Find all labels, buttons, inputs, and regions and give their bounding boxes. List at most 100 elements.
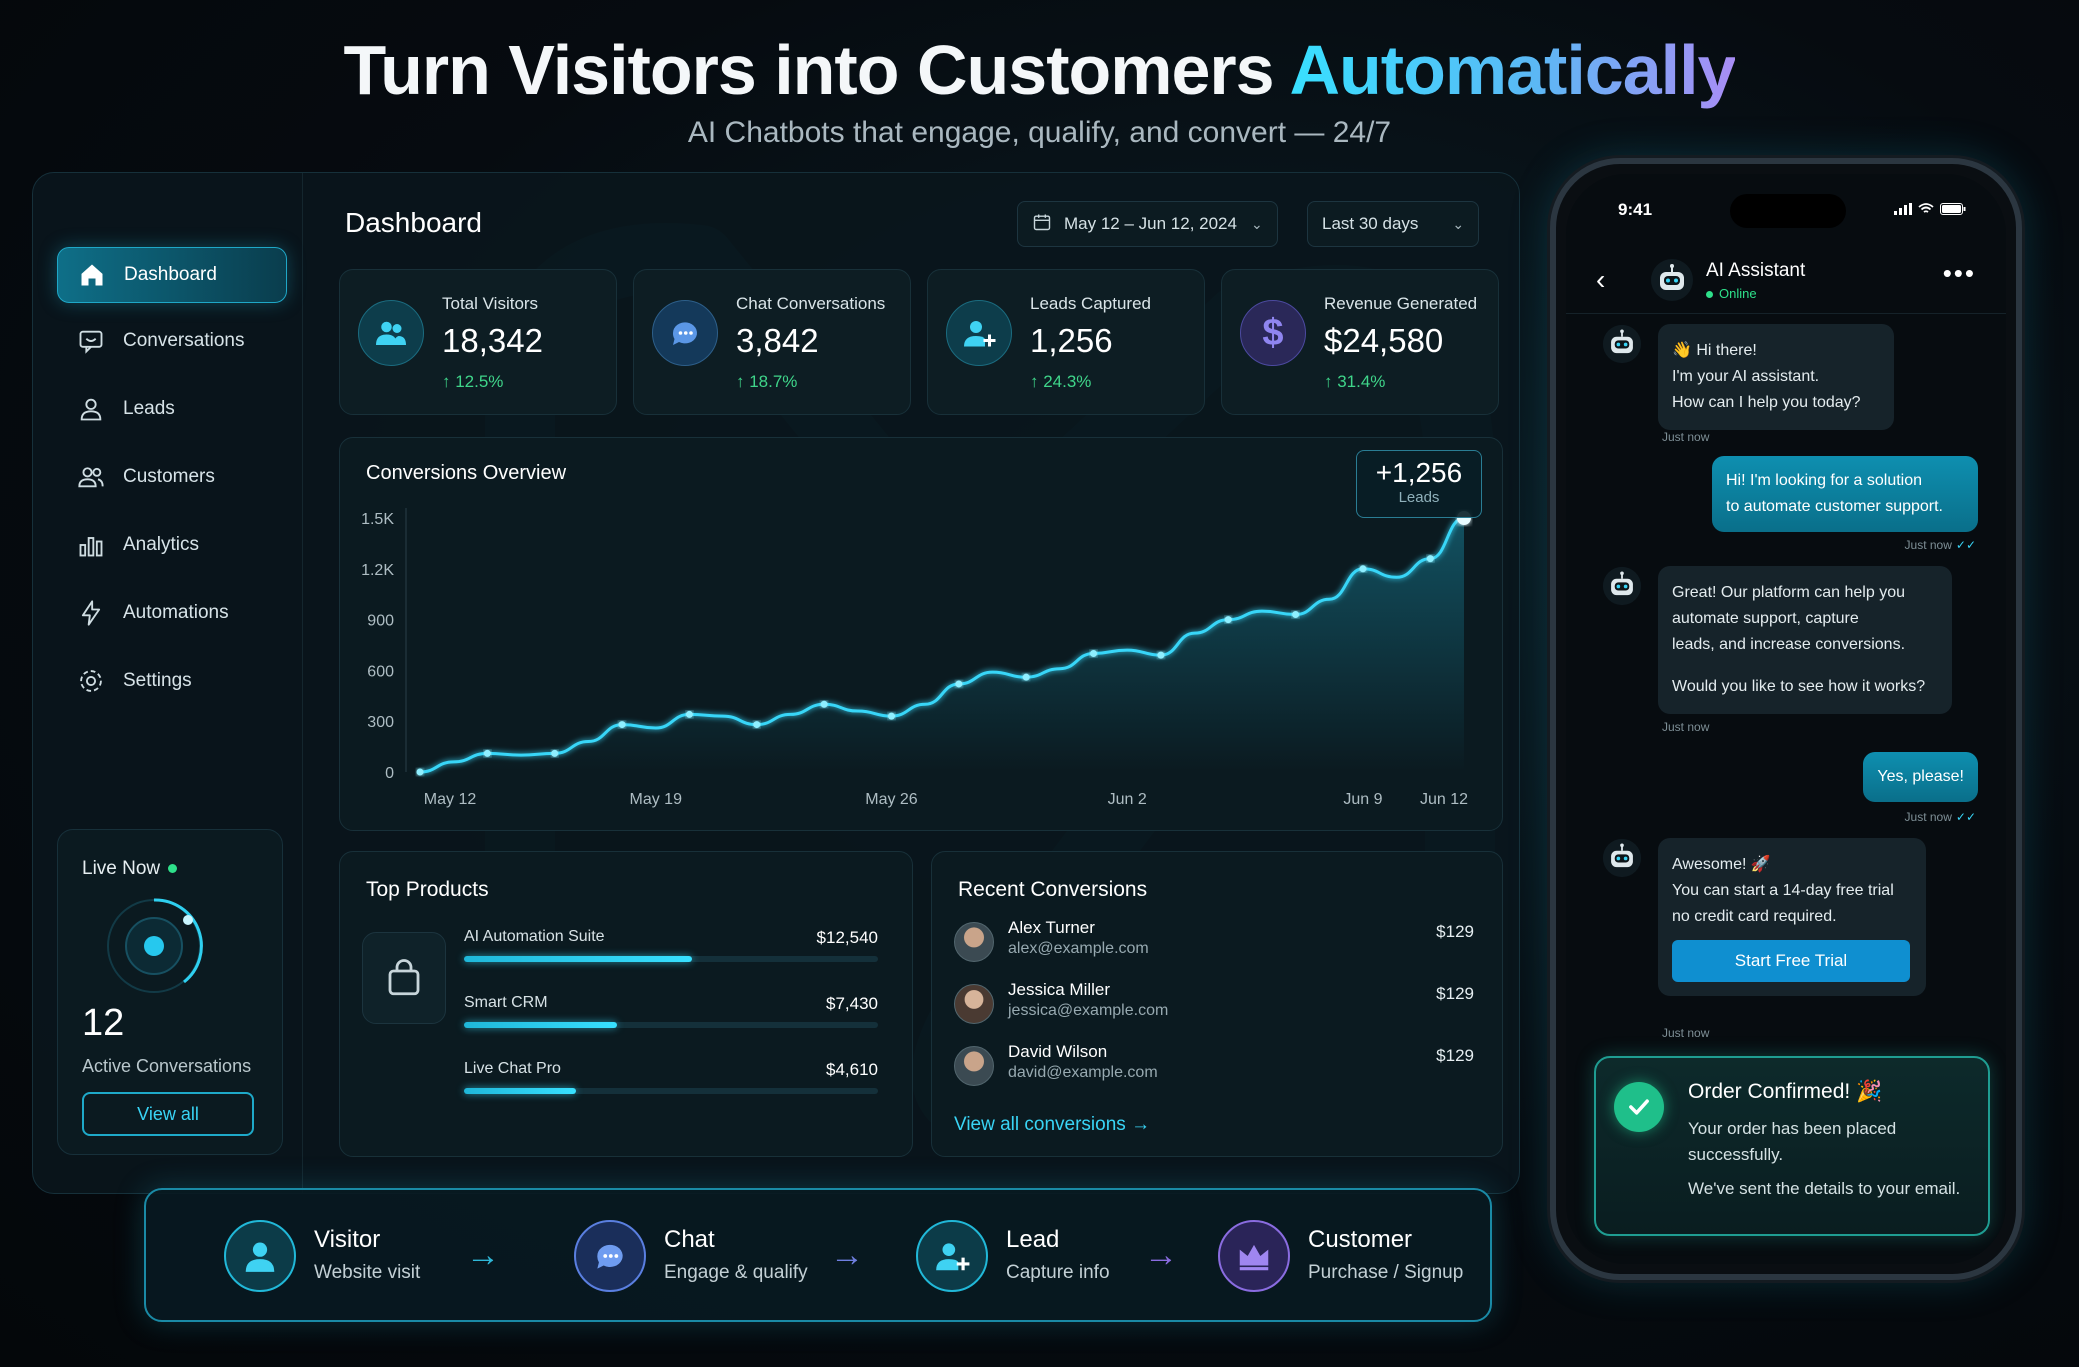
phone-mockup: 9:41 ‹ AI Assistant Online ••• 👋 Hi ther… — [1550, 158, 2022, 1280]
product-bar-fill — [464, 1088, 576, 1094]
funnel-step-subtitle: Purchase / Signup — [1308, 1262, 1464, 1283]
stat-card-conversations: Chat Conversations 3,842 ↑ 18.7% — [633, 269, 911, 415]
message-line: Hi! I'm looking for a solution — [1726, 472, 1923, 489]
message-line: How can I help you today? — [1672, 394, 1861, 411]
data-point — [416, 768, 424, 776]
order-line: We've sent the details to your email. — [1688, 1179, 1961, 1198]
calendar-icon — [1032, 212, 1052, 237]
conversion-amount: $129 — [1436, 922, 1474, 941]
data-point — [1157, 651, 1165, 659]
back-icon[interactable]: ‹ — [1596, 264, 1606, 295]
message-line: Would you like to see how it works? — [1672, 678, 1926, 695]
x-tick-label: May 12 — [424, 791, 477, 808]
sidebar-item-label: Leads — [123, 398, 175, 419]
signal-icon — [1894, 202, 1912, 220]
data-point — [483, 749, 491, 757]
sidebar-item-analytics[interactable]: Analytics — [57, 517, 287, 573]
view-all-conversions-link[interactable]: View all conversions → — [954, 1114, 1151, 1135]
stat-change: ↑ 18.7% — [736, 372, 798, 391]
dollar-icon: $ — [1240, 300, 1306, 366]
product-value: $12,540 — [816, 928, 878, 947]
robot-avatar-icon — [1602, 566, 1642, 606]
page-title: Dashboard — [345, 207, 482, 238]
y-tick-label: 300 — [367, 714, 394, 731]
sidebar-item-dashboard[interactable]: Dashboard — [57, 247, 287, 303]
period-select[interactable]: Last 30 days ⌄ — [1307, 201, 1480, 247]
bolt-icon — [75, 597, 107, 629]
user-icon — [224, 1220, 296, 1292]
arrow-right-icon: → — [466, 1236, 500, 1274]
message-line: leads, and increase conversions. — [1672, 636, 1906, 653]
home-icon — [76, 259, 108, 291]
stat-label: Total Visitors — [442, 294, 539, 313]
message-line: to automate customer support. — [1726, 498, 1943, 515]
product-row[interactable]: Live Chat Pro $4,610 — [464, 1060, 878, 1094]
customer-email: jessica@example.com — [1008, 1002, 1169, 1019]
customer-email: alex@example.com — [1008, 940, 1149, 957]
assistant-status: Online — [1706, 286, 1757, 301]
y-tick-label: 600 — [367, 663, 394, 680]
y-tick-label: 900 — [367, 613, 394, 630]
sidebar-item-customers[interactable]: Customers — [57, 449, 287, 505]
sidebar-item-label: Settings — [123, 670, 192, 691]
card-title: Top Products — [366, 878, 489, 901]
more-options-icon[interactable]: ••• — [1942, 258, 1976, 288]
tooltip-label: Leads — [1398, 489, 1440, 506]
avatar — [954, 984, 994, 1024]
series-area — [420, 518, 1464, 772]
hero-title: Turn Visitors into Customers Automatical… — [0, 30, 2079, 110]
status-icons — [1894, 202, 1966, 220]
chart-title: Conversions Overview — [366, 462, 567, 484]
gear-icon — [75, 665, 107, 697]
stat-value: 3,842 — [736, 322, 819, 359]
funnel-step-subtitle: Capture info — [1006, 1262, 1110, 1283]
product-name: AI Automation Suite — [464, 928, 605, 945]
phone-screen: 9:41 ‹ AI Assistant Online ••• 👋 Hi ther… — [1566, 174, 2006, 1264]
product-bar-fill — [464, 956, 692, 962]
x-tick-label: May 26 — [865, 791, 918, 808]
order-message: Your order has been placed successfully.… — [1688, 1116, 1968, 1202]
sidebar-item-leads[interactable]: Leads — [57, 381, 287, 437]
stat-card-visitors: Total Visitors 18,342 ↑ 12.5% — [339, 269, 617, 415]
live-now-card: Live Now 12 Active Conversations View al… — [57, 829, 283, 1155]
sidebar-item-conversations[interactable]: Conversations — [57, 313, 287, 369]
period-value: Last 30 days — [1322, 214, 1419, 233]
sidebar-item-automations[interactable]: Automations — [57, 585, 287, 641]
sidebar-item-settings[interactable]: Settings — [57, 653, 287, 709]
message-timestamp: Just now — [1662, 430, 1710, 444]
sidebar: Dashboard Conversations Leads Customers … — [33, 173, 303, 1193]
chat-icon — [574, 1220, 646, 1292]
stat-change: ↑ 31.4% — [1324, 372, 1386, 391]
timestamp-text: Just now — [1904, 810, 1952, 824]
conversion-row[interactable]: David Wilson david@example.com $129 — [954, 1042, 1474, 1092]
message-line: 👋 Hi there! — [1672, 342, 1757, 359]
conversion-row[interactable]: Alex Turner alex@example.com $129 — [954, 918, 1474, 968]
product-bar-fill — [464, 1022, 618, 1028]
product-name: Smart CRM — [464, 994, 548, 1011]
product-row[interactable]: AI Automation Suite $12,540 — [464, 928, 878, 962]
product-row[interactable]: Smart CRM $7,430 — [464, 994, 878, 1028]
conversion-funnel: Visitor Website visit → Chat Engage & qu… — [144, 1188, 1492, 1322]
stat-change: ↑ 12.5% — [442, 372, 504, 391]
live-title: Live Now — [82, 858, 178, 880]
message-line: Great! Our platform can help you — [1672, 584, 1905, 601]
message-line: I'm your AI assistant. — [1672, 368, 1820, 385]
start-free-trial-button[interactable]: Start Free Trial — [1672, 940, 1910, 982]
view-all-button[interactable]: View all — [82, 1092, 254, 1136]
product-name: Live Chat Pro — [464, 1060, 561, 1077]
robot-avatar-icon — [1602, 324, 1642, 364]
data-point — [1224, 616, 1232, 624]
customer-name: David Wilson — [1008, 1042, 1108, 1061]
chevron-down-icon: ⌄ — [1250, 215, 1263, 232]
sidebar-item-label: Analytics — [123, 534, 200, 555]
message-line: You can start a 14-day free trial — [1672, 882, 1894, 899]
bot-message: 👋 Hi there! I'm your AI assistant. How c… — [1658, 324, 1894, 430]
message-line: no credit card required. — [1672, 908, 1837, 925]
conversion-row[interactable]: Jessica Miller jessica@example.com $129 — [954, 980, 1474, 1030]
date-range-select[interactable]: May 12 – Jun 12, 2024 ⌄ — [1017, 201, 1278, 247]
read-receipt-icon: ✓✓ — [1955, 810, 1976, 824]
message-line: automate support, capture — [1672, 610, 1859, 627]
date-range-value: May 12 – Jun 12, 2024 — [1064, 214, 1237, 233]
conversion-amount: $129 — [1436, 984, 1474, 1003]
data-point — [1022, 673, 1030, 681]
